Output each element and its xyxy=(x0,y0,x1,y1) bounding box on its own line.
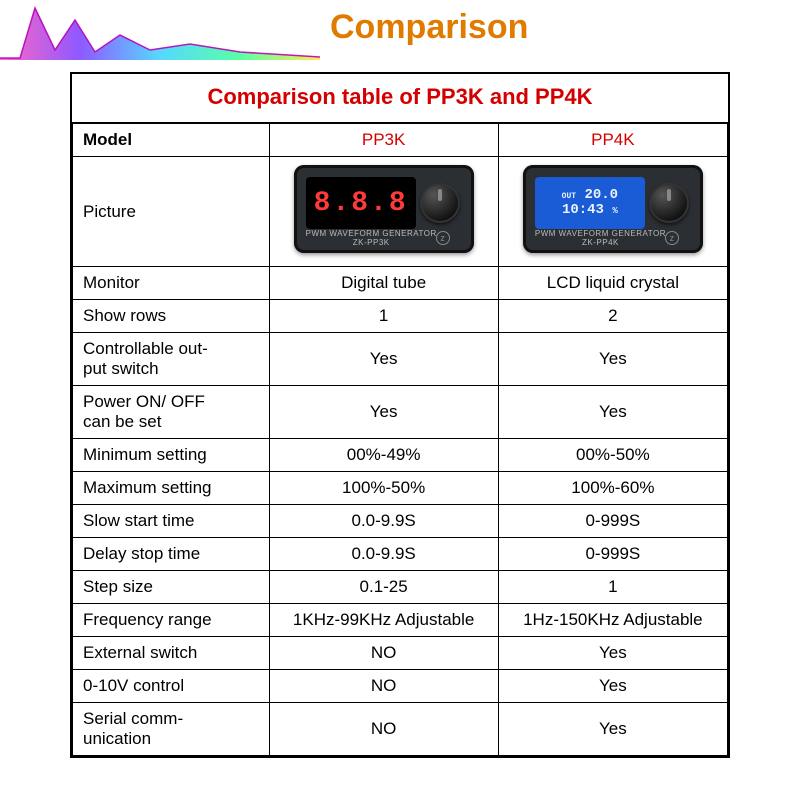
cell-pp3k: 1KHz-99KHz Adjustable xyxy=(269,604,498,637)
table-row: Step size0.1-251 xyxy=(73,571,728,604)
col-label-model: Model xyxy=(73,124,270,157)
device-pp3k-icon: 8.8.8 PWM WAVEFORM GENERATOR ZK-PP3K z xyxy=(294,165,474,253)
col-header-pp4k: PP4K xyxy=(498,124,727,157)
table-row: Frequency range1KHz-99KHz Adjustable1Hz-… xyxy=(73,604,728,637)
table-row: Minimum setting00%-49%00%-50% xyxy=(73,439,728,472)
picture-pp4k: OUT 20.0 10:43 % PWM WAVEFORM GENERATOR … xyxy=(498,157,727,267)
header: Comparison xyxy=(0,0,800,60)
row-label: 0-10V control xyxy=(73,670,270,703)
table-row: Controllable out- put switchYesYes xyxy=(73,333,728,386)
cell-pp3k: NO xyxy=(269,670,498,703)
cell-pp4k: 2 xyxy=(498,300,727,333)
device-sublabel: PWM WAVEFORM GENERATOR ZK-PP4K xyxy=(535,229,666,247)
cell-pp4k: LCD liquid crystal xyxy=(498,267,727,300)
cell-pp4k: 00%-50% xyxy=(498,439,727,472)
table-row: MonitorDigital tubeLCD liquid crystal xyxy=(73,267,728,300)
table-row: Show rows12 xyxy=(73,300,728,333)
cell-pp3k: 1 xyxy=(269,300,498,333)
brand-mark-icon: z xyxy=(665,231,679,245)
cell-pp3k: Digital tube xyxy=(269,267,498,300)
cell-pp4k: 1 xyxy=(498,571,727,604)
row-label: Monitor xyxy=(73,267,270,300)
cell-pp4k: Yes xyxy=(498,670,727,703)
rotary-knob-icon xyxy=(649,183,689,223)
comparison-table: Comparison table of PP3K and PP4K Model … xyxy=(70,72,730,758)
device-pp4k-icon: OUT 20.0 10:43 % PWM WAVEFORM GENERATOR … xyxy=(523,165,703,253)
cell-pp3k: Yes xyxy=(269,333,498,386)
lcd-display: OUT 20.0 10:43 % xyxy=(535,177,645,229)
cell-pp4k: 1Hz-150KHz Adjustable xyxy=(498,604,727,637)
row-label: Maximum setting xyxy=(73,472,270,505)
cell-pp4k: 100%-60% xyxy=(498,472,727,505)
row-label: Slow start time xyxy=(73,505,270,538)
cell-pp4k: Yes xyxy=(498,637,727,670)
row-label: Step size xyxy=(73,571,270,604)
cell-pp3k: 0.0-9.9S xyxy=(269,505,498,538)
cell-pp4k: Yes xyxy=(498,386,727,439)
picture-row: Picture 8.8.8 PWM WAVEFORM GENERATOR ZK-… xyxy=(73,157,728,267)
cell-pp3k: 0.0-9.9S xyxy=(269,538,498,571)
seven-segment-display: 8.8.8 xyxy=(306,177,416,229)
table-row: Delay stop time0.0-9.9S0-999S xyxy=(73,538,728,571)
row-label: Show rows xyxy=(73,300,270,333)
row-label: Frequency range xyxy=(73,604,270,637)
cell-pp4k: Yes xyxy=(498,333,727,386)
cell-pp3k: NO xyxy=(269,637,498,670)
cell-pp4k: 0-999S xyxy=(498,538,727,571)
picture-pp3k: 8.8.8 PWM WAVEFORM GENERATOR ZK-PP3K z xyxy=(269,157,498,267)
cell-pp4k: 0-999S xyxy=(498,505,727,538)
table-header-row: Model PP3K PP4K xyxy=(73,124,728,157)
rotary-knob-icon xyxy=(420,183,460,223)
table-row: Serial comm- unicationNOYes xyxy=(73,703,728,756)
cell-pp3k: NO xyxy=(269,703,498,756)
cell-pp3k: Yes xyxy=(269,386,498,439)
row-label: Minimum setting xyxy=(73,439,270,472)
table-caption: Comparison table of PP3K and PP4K xyxy=(72,74,728,123)
cell-pp3k: 00%-49% xyxy=(269,439,498,472)
col-header-pp3k: PP3K xyxy=(269,124,498,157)
spectrum-wave-icon xyxy=(0,0,320,60)
table-row: External switchNOYes xyxy=(73,637,728,670)
row-label: Delay stop time xyxy=(73,538,270,571)
device-sublabel: PWM WAVEFORM GENERATOR ZK-PP3K xyxy=(306,229,437,247)
row-label: Controllable out- put switch xyxy=(73,333,270,386)
table-row: 0-10V controlNOYes xyxy=(73,670,728,703)
row-label: External switch xyxy=(73,637,270,670)
cell-pp3k: 100%-50% xyxy=(269,472,498,505)
cell-pp4k: Yes xyxy=(498,703,727,756)
row-label: Serial comm- unication xyxy=(73,703,270,756)
row-label: Power ON/ OFF can be set xyxy=(73,386,270,439)
brand-mark-icon: z xyxy=(436,231,450,245)
page-title: Comparison xyxy=(330,8,528,47)
table-row: Maximum setting100%-50%100%-60% xyxy=(73,472,728,505)
table-row: Slow start time0.0-9.9S0-999S xyxy=(73,505,728,538)
table-row: Power ON/ OFF can be setYesYes xyxy=(73,386,728,439)
cell-pp3k: 0.1-25 xyxy=(269,571,498,604)
row-label-picture: Picture xyxy=(73,157,270,267)
